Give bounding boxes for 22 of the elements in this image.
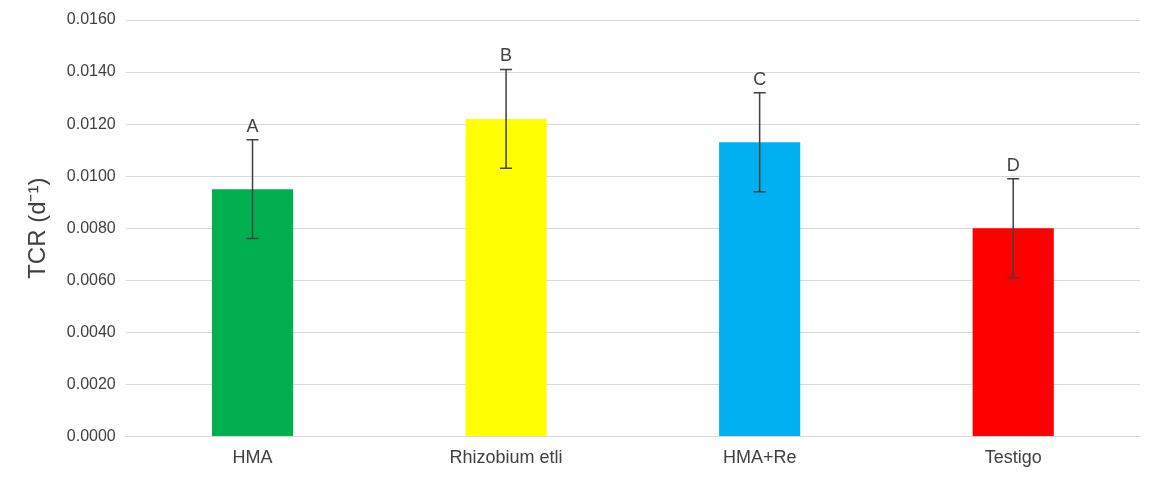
annotation: D: [1006, 154, 1020, 175]
x-tick-label: HMA: [232, 447, 273, 468]
x-tick-label: HMA+Re: [722, 447, 797, 468]
y-tick-label: 0.0000: [66, 426, 116, 444]
bar: [465, 118, 547, 436]
y-axis-title: TCR (d⁻¹): [23, 177, 51, 279]
y-tick-label: 0.0060: [66, 270, 116, 288]
bar: [211, 189, 294, 436]
x-tick-label: Testigo: [984, 447, 1042, 468]
bar: [972, 228, 1054, 436]
annotation: C: [753, 68, 767, 89]
y-tick-label: 0.0080: [66, 218, 116, 236]
x-tick-label: Rhizobium etli: [449, 447, 563, 468]
y-tick-label: 0.0020: [66, 374, 116, 392]
y-tick-label: 0.0160: [66, 10, 116, 28]
annotation: B: [500, 45, 513, 66]
y-tick-label: 0.0100: [66, 166, 116, 184]
y-tick-label: 0.0140: [66, 62, 116, 80]
bar: [719, 142, 801, 436]
annotation: A: [246, 115, 259, 136]
y-tick-label: 0.0040: [66, 322, 116, 340]
y-tick-label: 0.0120: [66, 114, 116, 132]
